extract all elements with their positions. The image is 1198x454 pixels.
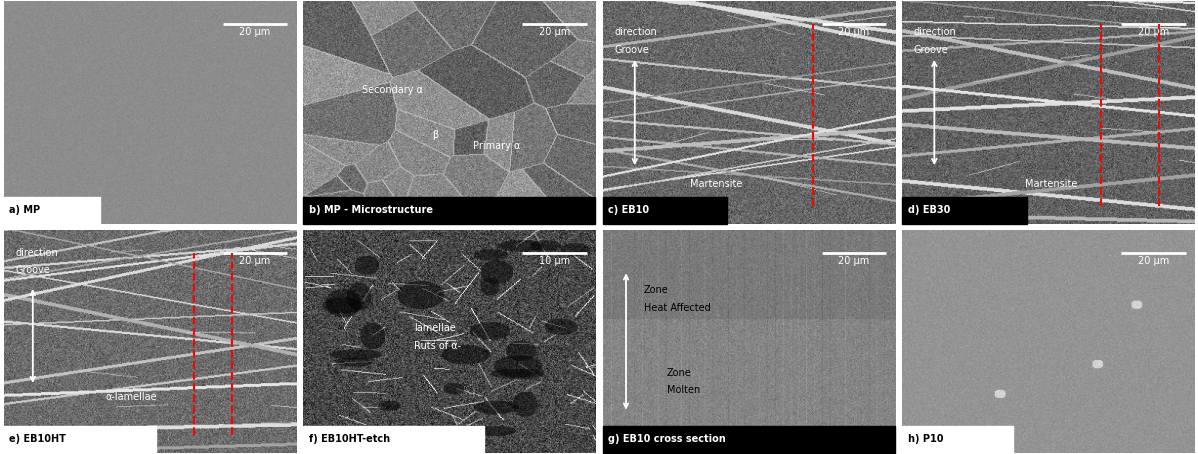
Text: α-lamellae: α-lamellae [105,392,157,402]
Text: b) MP - Microstructure: b) MP - Microstructure [309,205,432,215]
Bar [902,426,1012,453]
Text: Zone: Zone [667,368,691,378]
Text: Molten: Molten [667,385,700,395]
Text: Groove: Groove [16,265,50,275]
Text: Primary α: Primary α [473,141,520,151]
Bar [4,197,99,224]
Text: 20 μm: 20 μm [539,27,570,37]
Text: 20 μm: 20 μm [1138,256,1169,266]
Text: g) EB10 cross section: g) EB10 cross section [609,434,726,444]
Bar [603,197,727,224]
Text: d) EB30: d) EB30 [908,205,950,215]
Text: Groove: Groove [615,45,649,55]
Text: 20 μm: 20 μm [839,256,870,266]
Text: 20 μm: 20 μm [240,27,271,37]
Text: 20 μm: 20 μm [1138,27,1169,37]
Text: Heat Affected: Heat Affected [643,303,710,313]
Bar [603,426,895,453]
Text: β: β [431,130,438,140]
Text: Zone: Zone [643,286,668,296]
Bar [902,197,1027,224]
Text: Groove: Groove [914,45,949,55]
Text: lamellae: lamellae [415,323,456,333]
Bar [4,426,156,453]
Text: direction: direction [16,247,58,257]
Text: Secondary α: Secondary α [362,85,423,95]
Text: Ruts of α-: Ruts of α- [415,341,461,351]
Text: 20 μm: 20 μm [240,256,271,266]
Text: Martensite: Martensite [690,179,743,189]
Text: c) EB10: c) EB10 [609,205,649,215]
Text: e) EB10HT: e) EB10HT [10,434,66,444]
Text: f) EB10HT-etch: f) EB10HT-etch [309,434,391,444]
Text: direction: direction [914,28,957,38]
Text: direction: direction [615,28,657,38]
Bar [303,426,484,453]
Text: Martensite: Martensite [1025,179,1077,189]
Bar [303,197,595,224]
Text: h) P10: h) P10 [908,434,944,444]
Text: 20 μm: 20 μm [839,27,870,37]
Text: a) MP: a) MP [10,205,41,215]
Text: 10 μm: 10 μm [539,256,570,266]
